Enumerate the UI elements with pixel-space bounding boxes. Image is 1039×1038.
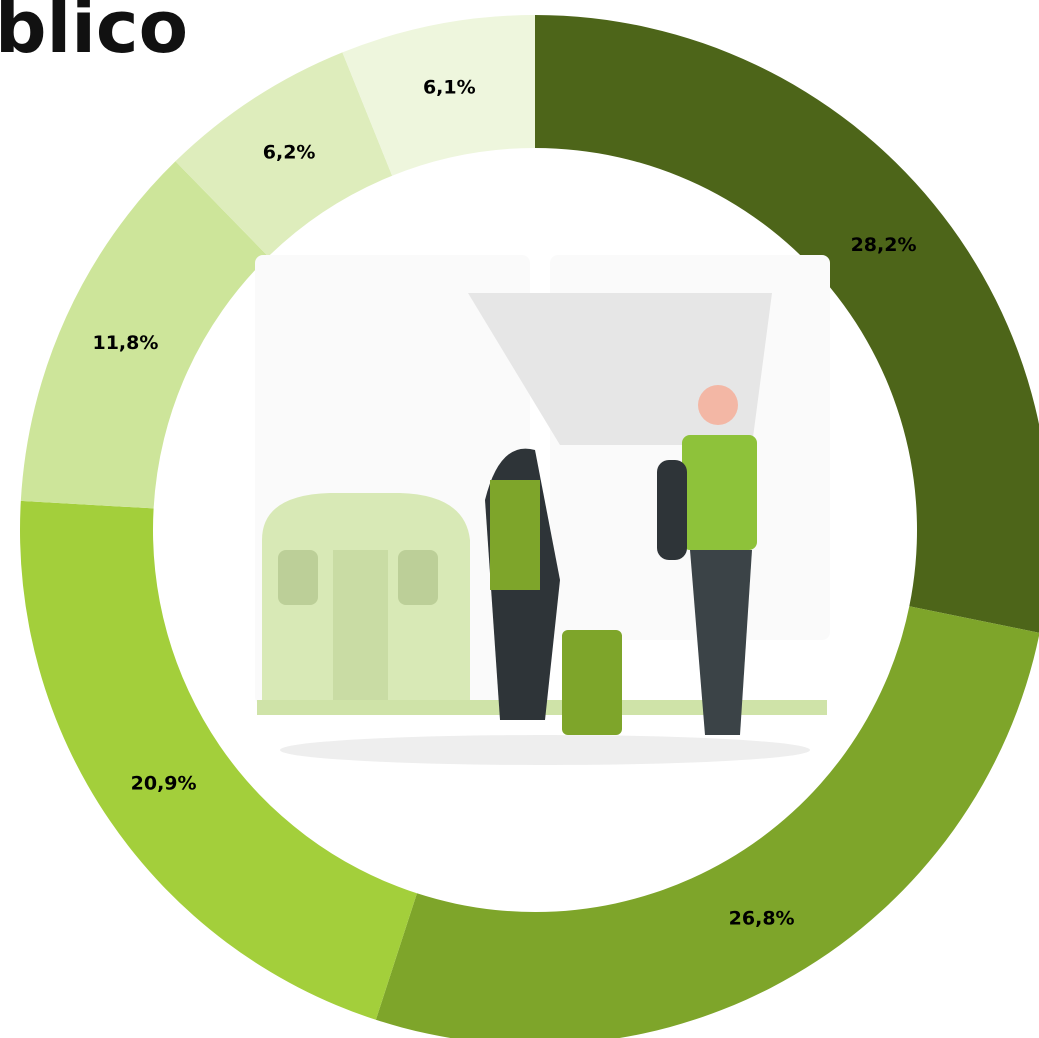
donut-segment xyxy=(20,500,417,1020)
data-label: 6,2% xyxy=(263,142,316,164)
donut-segment xyxy=(20,161,269,509)
chart-title: blico xyxy=(0,0,188,69)
data-label: 11,8% xyxy=(92,332,158,354)
donut-segment xyxy=(175,52,393,257)
donut-segment xyxy=(375,606,1039,1038)
illustration xyxy=(255,255,830,765)
data-label: 28,2% xyxy=(851,234,917,256)
donut-segment xyxy=(342,15,535,176)
data-label: 26,8% xyxy=(729,907,795,929)
donut-segment xyxy=(535,15,1039,633)
data-label: 6,1% xyxy=(423,77,476,99)
data-label: 20,9% xyxy=(131,773,197,795)
